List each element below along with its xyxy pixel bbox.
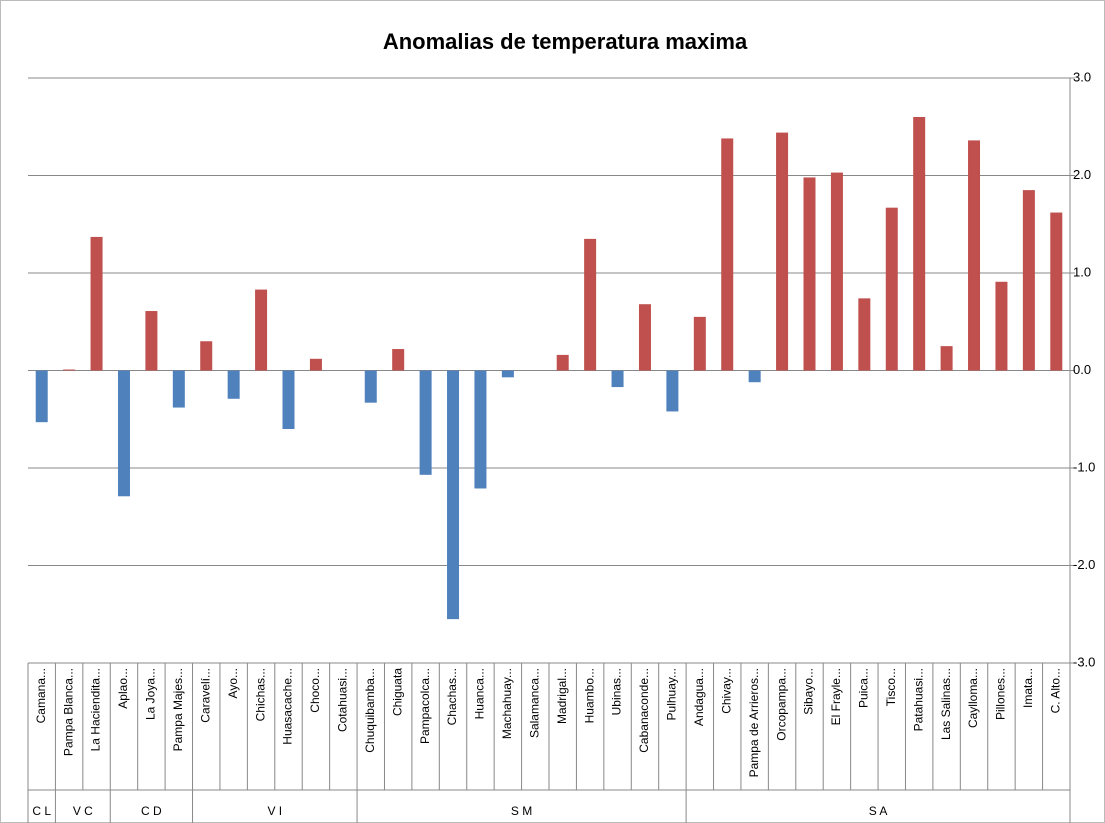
x-tick-label: Andagua... bbox=[692, 668, 706, 726]
bar bbox=[364, 370, 377, 403]
bar bbox=[858, 298, 871, 371]
bar bbox=[117, 370, 130, 497]
x-tick-label: La Joya... bbox=[144, 668, 158, 720]
x-tick-label: Aplao... bbox=[116, 668, 130, 709]
bar bbox=[968, 140, 981, 371]
bar bbox=[501, 370, 514, 378]
y-tick-label: 2.0 bbox=[1073, 167, 1091, 182]
x-tick-label: Las Salinas... bbox=[939, 668, 953, 740]
x-tick-label: Ubinas... bbox=[610, 668, 624, 715]
x-tick-label: Chivay... bbox=[719, 668, 733, 714]
bar bbox=[693, 316, 706, 371]
x-tick-label: Huambo... bbox=[582, 668, 596, 723]
x-tick-label: Huanca... bbox=[473, 668, 487, 719]
x-tick-label: Patahuasi... bbox=[911, 668, 925, 731]
x-tick-label: C. Alto... bbox=[1048, 668, 1062, 713]
x-tick-label: Pulhuay... bbox=[665, 668, 679, 720]
x-tick-label: Pampa de Arrieros... bbox=[747, 668, 761, 777]
bar bbox=[474, 370, 487, 489]
bar bbox=[90, 236, 103, 371]
y-tick-label: -2.0 bbox=[1073, 557, 1095, 572]
chart-title: Anomalias de temperatura maxima bbox=[383, 29, 748, 54]
bar bbox=[803, 177, 816, 371]
bar bbox=[748, 370, 761, 383]
x-tick-label: Chiguata bbox=[390, 668, 404, 716]
bar bbox=[940, 346, 953, 371]
x-tick-label: Chuquibamba... bbox=[363, 668, 377, 753]
group-label: V I bbox=[267, 804, 282, 818]
group-label: S A bbox=[869, 804, 888, 818]
bar bbox=[913, 117, 926, 371]
bar bbox=[419, 370, 432, 475]
bar bbox=[721, 138, 734, 371]
bar bbox=[666, 370, 679, 412]
x-tick-label: Madrigal... bbox=[555, 668, 569, 724]
bar bbox=[584, 238, 597, 371]
bar bbox=[35, 370, 48, 423]
bar bbox=[1050, 212, 1063, 371]
y-tick-label: 3.0 bbox=[1073, 69, 1091, 84]
x-tick-label: Machahuay... bbox=[500, 668, 514, 739]
x-tick-label: Tisco... bbox=[884, 668, 898, 706]
bar bbox=[172, 370, 185, 408]
bar bbox=[447, 370, 460, 620]
x-tick-label: Choco... bbox=[308, 668, 322, 713]
x-tick-label: Sibayo... bbox=[802, 668, 816, 715]
bar bbox=[227, 370, 240, 399]
y-tick-label: -3.0 bbox=[1073, 654, 1095, 669]
bar bbox=[776, 132, 789, 371]
x-tick-label: Chachas... bbox=[445, 668, 459, 725]
y-tick-label: 0.0 bbox=[1073, 362, 1091, 377]
x-tick-label: Caylloma... bbox=[966, 668, 980, 728]
y-tick-label: -1.0 bbox=[1073, 459, 1095, 474]
bar bbox=[282, 370, 295, 429]
group-label: C D bbox=[141, 804, 162, 818]
bar bbox=[995, 281, 1008, 371]
bar bbox=[392, 349, 405, 371]
x-tick-label: Pillones... bbox=[994, 668, 1008, 720]
x-tick-label: Orcopampa... bbox=[774, 668, 788, 741]
x-tick-label: Pampa Majes... bbox=[171, 668, 185, 751]
bar bbox=[200, 341, 213, 371]
x-tick-label: Chichas... bbox=[253, 668, 267, 721]
x-tick-label: La Haciendita... bbox=[89, 668, 103, 751]
x-tick-label: Caravelí... bbox=[198, 668, 212, 723]
bar bbox=[1022, 190, 1035, 371]
x-tick-label: Cotahuasi... bbox=[336, 668, 350, 732]
bar bbox=[63, 369, 76, 371]
x-tick-label: Pampa Blanca... bbox=[61, 668, 75, 756]
group-label: S M bbox=[511, 804, 532, 818]
x-tick-label: El Frayle... bbox=[829, 668, 843, 725]
x-tick-label: Pampacolca... bbox=[418, 668, 432, 744]
bar bbox=[255, 289, 268, 371]
bar bbox=[145, 311, 158, 371]
x-tick-label: Imata... bbox=[1021, 668, 1035, 708]
x-tick-label: Salamanca... bbox=[527, 668, 541, 738]
bar bbox=[309, 358, 322, 371]
group-label: V C bbox=[73, 804, 93, 818]
group-label: C L bbox=[32, 804, 51, 818]
bar bbox=[556, 354, 569, 371]
x-tick-label: Camana... bbox=[34, 668, 48, 723]
y-tick-label: 1.0 bbox=[1073, 264, 1091, 279]
x-tick-label: Ayo... bbox=[226, 668, 240, 698]
x-tick-label: Huasacache... bbox=[281, 668, 295, 745]
bar bbox=[611, 370, 624, 388]
bar bbox=[885, 207, 898, 371]
bar bbox=[830, 172, 843, 371]
x-tick-label: Cabanaconde... bbox=[637, 668, 651, 753]
x-tick-label: Puica... bbox=[857, 668, 871, 708]
bar bbox=[638, 304, 651, 371]
